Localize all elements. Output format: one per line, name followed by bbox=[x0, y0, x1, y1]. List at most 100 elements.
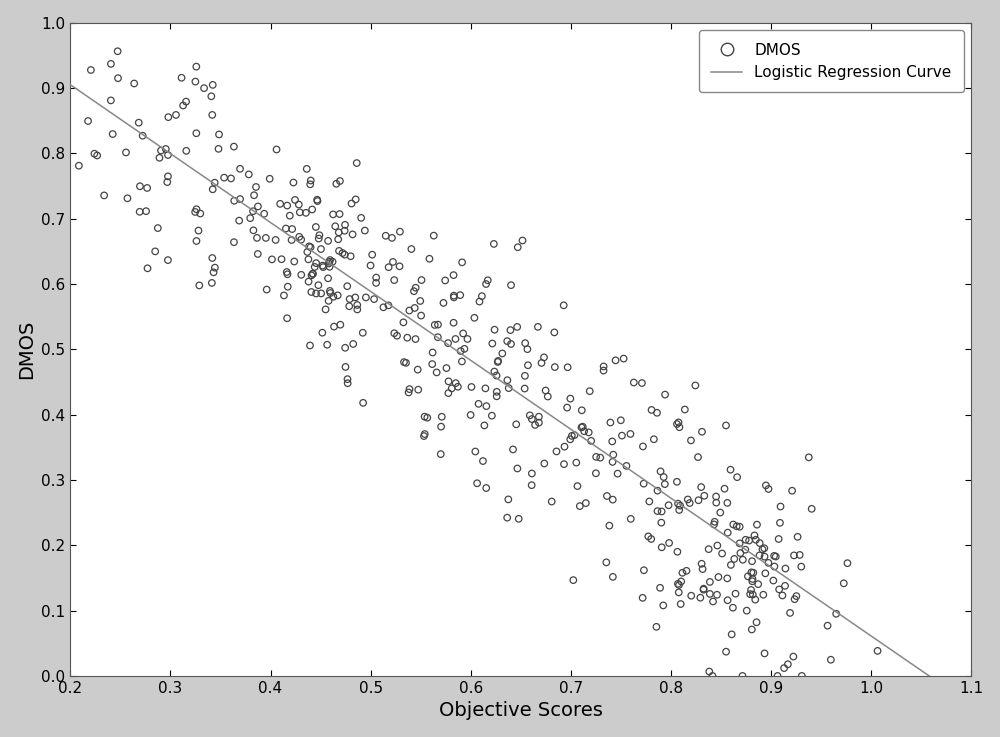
Point bbox=[349, 299, 365, 311]
Point bbox=[392, 260, 408, 272]
Point bbox=[531, 411, 547, 422]
Point bbox=[754, 543, 770, 555]
Point bbox=[245, 206, 261, 217]
Point bbox=[410, 384, 426, 396]
Point bbox=[293, 234, 309, 245]
Point bbox=[211, 128, 227, 140]
Point bbox=[337, 361, 353, 373]
Point bbox=[777, 580, 793, 592]
Point bbox=[189, 203, 205, 215]
Y-axis label: DMOS: DMOS bbox=[17, 320, 36, 379]
Point bbox=[514, 234, 530, 246]
Point bbox=[303, 241, 319, 253]
Point bbox=[103, 94, 119, 106]
Point bbox=[744, 555, 760, 567]
Point bbox=[536, 458, 552, 469]
Point bbox=[581, 427, 597, 439]
Point bbox=[150, 222, 166, 234]
Point bbox=[340, 377, 356, 389]
Point bbox=[702, 588, 718, 600]
Point bbox=[536, 352, 552, 363]
Point bbox=[718, 419, 734, 431]
Point bbox=[780, 658, 796, 670]
Point bbox=[284, 223, 300, 235]
Point bbox=[760, 557, 776, 569]
Point bbox=[272, 198, 288, 210]
Point bbox=[706, 519, 722, 531]
Point bbox=[749, 519, 765, 531]
Point bbox=[368, 277, 384, 289]
Point bbox=[732, 547, 748, 559]
Point bbox=[569, 481, 585, 492]
Point bbox=[349, 304, 365, 315]
Point bbox=[744, 624, 760, 635]
Point bbox=[319, 339, 335, 351]
Point bbox=[682, 497, 698, 509]
Point bbox=[474, 290, 490, 302]
Point bbox=[300, 254, 316, 265]
X-axis label: Objective Scores: Objective Scores bbox=[439, 702, 603, 720]
Point bbox=[299, 163, 315, 175]
Point bbox=[530, 321, 546, 333]
Point bbox=[709, 539, 725, 551]
Point bbox=[649, 485, 665, 497]
Point bbox=[399, 332, 415, 343]
Point bbox=[683, 590, 699, 601]
Point bbox=[538, 385, 554, 397]
Point bbox=[839, 557, 855, 569]
Point bbox=[484, 410, 500, 422]
Point bbox=[696, 490, 712, 502]
Point bbox=[509, 321, 525, 333]
Point bbox=[178, 96, 194, 108]
Point bbox=[661, 537, 677, 549]
Point bbox=[804, 503, 820, 514]
Point bbox=[433, 421, 449, 433]
Point bbox=[601, 520, 617, 531]
Point bbox=[139, 182, 155, 194]
Point bbox=[216, 172, 232, 184]
Point bbox=[673, 598, 689, 610]
Point bbox=[836, 577, 852, 589]
Point bbox=[547, 361, 563, 373]
Point bbox=[326, 321, 342, 332]
Point bbox=[321, 295, 337, 307]
Point bbox=[305, 268, 321, 279]
Point bbox=[226, 237, 242, 248]
Point bbox=[534, 357, 550, 368]
Point bbox=[301, 240, 317, 252]
Point bbox=[618, 460, 634, 472]
Point bbox=[701, 543, 717, 555]
Point bbox=[463, 409, 479, 421]
Point bbox=[440, 338, 456, 349]
Point bbox=[232, 193, 248, 205]
Point bbox=[820, 620, 836, 632]
Point bbox=[653, 517, 669, 528]
Point bbox=[562, 433, 578, 445]
Point bbox=[720, 594, 736, 606]
Point bbox=[335, 247, 351, 259]
Point bbox=[132, 181, 148, 192]
Point bbox=[520, 360, 536, 371]
Point bbox=[636, 565, 652, 576]
Point bbox=[355, 327, 371, 339]
Point bbox=[322, 254, 338, 266]
Point bbox=[704, 670, 720, 682]
Point bbox=[760, 483, 776, 495]
Point bbox=[616, 353, 632, 365]
Point bbox=[741, 534, 757, 546]
Point bbox=[455, 327, 471, 339]
Point bbox=[524, 413, 540, 425]
Point bbox=[223, 172, 239, 184]
Point bbox=[178, 145, 194, 157]
Point bbox=[672, 500, 688, 511]
Point bbox=[332, 319, 348, 331]
Point bbox=[160, 149, 176, 161]
Point bbox=[380, 299, 396, 311]
Point bbox=[670, 497, 686, 509]
Point bbox=[132, 206, 148, 217]
Point bbox=[285, 177, 301, 189]
Point bbox=[732, 521, 748, 533]
Point bbox=[565, 574, 581, 586]
Point bbox=[440, 387, 456, 399]
Point bbox=[564, 430, 580, 441]
